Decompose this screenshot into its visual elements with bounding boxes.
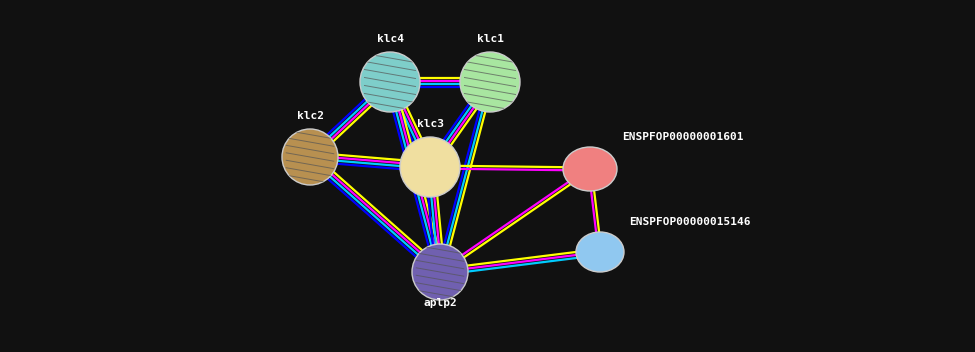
Ellipse shape xyxy=(360,52,420,112)
Ellipse shape xyxy=(282,129,338,185)
Text: klc2: klc2 xyxy=(296,111,324,121)
Ellipse shape xyxy=(563,147,617,191)
Text: aplp2: aplp2 xyxy=(423,298,457,308)
Text: klc4: klc4 xyxy=(376,34,404,44)
Ellipse shape xyxy=(412,244,468,300)
Text: ENSPFOP00000015146: ENSPFOP00000015146 xyxy=(629,217,751,227)
Text: klc1: klc1 xyxy=(477,34,503,44)
Ellipse shape xyxy=(576,232,624,272)
Text: klc3: klc3 xyxy=(416,119,444,129)
Text: ENSPFOP00000001601: ENSPFOP00000001601 xyxy=(622,132,744,142)
Ellipse shape xyxy=(460,52,520,112)
Ellipse shape xyxy=(400,137,460,197)
